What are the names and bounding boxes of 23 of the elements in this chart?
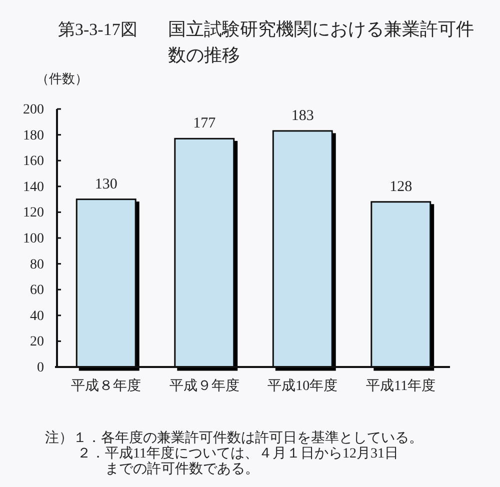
y-tick-label: 180 — [23, 128, 44, 144]
y-tick-label: 0 — [37, 360, 44, 376]
text: ２．平成11年度については、４月１日から12月31日までの許可件数である。 — [77, 446, 398, 477]
y-tick-label: 200 — [23, 102, 44, 118]
y-tick-label: 40 — [30, 308, 44, 324]
data-label: 183 — [291, 108, 314, 124]
data-label: 130 — [94, 176, 118, 192]
y-tick-label: 60 — [30, 283, 44, 298]
y-tick-label: 160 — [23, 154, 44, 170]
y-tick-label: 80 — [30, 257, 44, 272]
data-label: 128 — [390, 178, 412, 195]
data-label: 177 — [193, 116, 216, 132]
y-tick-label: 100 — [23, 231, 44, 246]
y-tick-label: 20 — [30, 334, 44, 350]
x-tick-label: 平成10年度 — [268, 378, 338, 394]
x-tick-label: 平成11年度 — [366, 378, 436, 394]
x-tick-label: 平成９年度 — [169, 378, 240, 394]
y-tick-label: 120 — [23, 206, 44, 221]
text: 注）１．各年度の兼業許可件数は許可日を基準としている。 — [45, 430, 423, 446]
y-axis-title: （件数） — [36, 71, 88, 86]
x-tick-label: 平成８年度 — [71, 378, 142, 394]
chart-title: 第3-3-17図 国立試験研究機関における兼業許可件数の推移 — [58, 19, 474, 65]
y-tick-label: 140 — [23, 180, 44, 195]
